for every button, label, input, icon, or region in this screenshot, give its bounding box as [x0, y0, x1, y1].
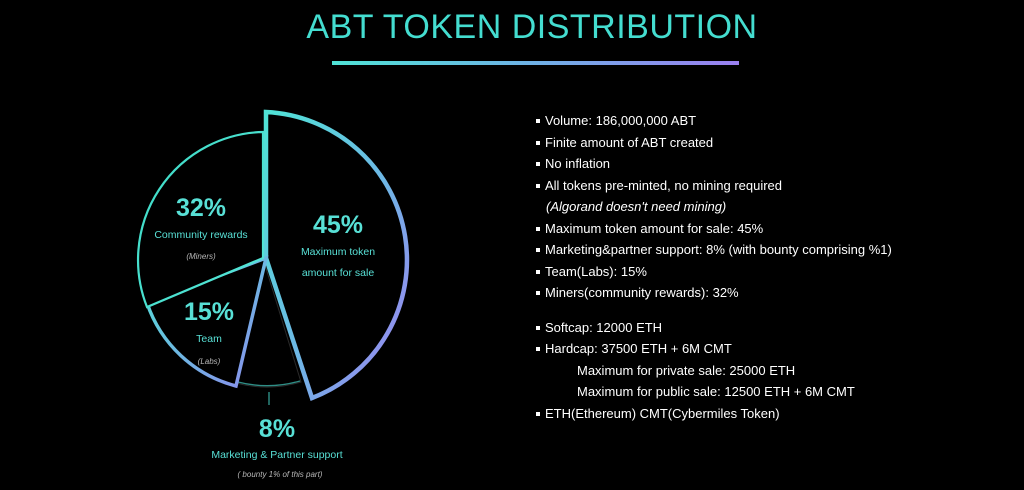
details-list-item: Maximum for private sale: 25000 ETH [577, 362, 796, 378]
slice-marketing-arc [237, 380, 301, 387]
slice-team-label: Team [196, 333, 222, 345]
token-details: Volume: 186,000,000 ABT Finite amount of … [536, 110, 892, 424]
title-underline [332, 61, 739, 65]
slice-community [136, 130, 265, 309]
details-list-item: Marketing&partner support: 8% (with boun… [536, 239, 892, 261]
slice-community-label: Community rewards [154, 229, 247, 241]
details-list-item: Volume: 186,000,000 ABT [536, 110, 892, 132]
details-list-item: Hardcap: 37500 ETH + 6M CMT [536, 338, 892, 360]
slice-team-note: (Labs) [198, 357, 221, 366]
details-list-item: Maximum for public sale: 12500 ETH + 6M … [577, 384, 855, 399]
slice-team-percent: 15% [184, 298, 234, 326]
slice-community-percent: 32% [176, 194, 226, 222]
details-list-item: Maximum token amount for sale: 45% [536, 218, 892, 240]
details-list-item: ETH(Ethereum) CMT(Cybermiles Token) [536, 403, 892, 425]
page-title: ABT TOKEN DISTRIBUTION [306, 8, 758, 46]
details-list-item: Miners(community rewards): 32% [536, 282, 892, 304]
details-list-item: Finite amount of ABT created [536, 132, 892, 154]
slice-sale-percent: 45% [313, 211, 363, 239]
details-spacer [536, 304, 892, 317]
slice-sale-label-line1: Maximum token [301, 246, 375, 258]
slice-sale [263, 109, 410, 401]
details-list-item: Team(Labs): 15% [536, 261, 892, 283]
slice-community-note: (Miners) [186, 252, 216, 261]
slice-marketing-percent: 8% [259, 415, 295, 443]
slice-sale-label-line2: amount for sale [302, 267, 375, 279]
details-list-item: All tokens pre-minted, no mining require… [536, 175, 892, 197]
slice-marketing-note: ( bounty 1% of this part) [238, 470, 323, 479]
slice-marketing-label: Marketing & Partner support [211, 449, 342, 461]
token-details-list: Volume: 186,000,000 ABT Finite amount of … [536, 110, 892, 424]
details-note: (Algorand doesn't need mining) [546, 199, 727, 214]
details-list-item: Softcap: 12000 ETH [536, 317, 892, 339]
details-list-item: No inflation [536, 153, 892, 175]
